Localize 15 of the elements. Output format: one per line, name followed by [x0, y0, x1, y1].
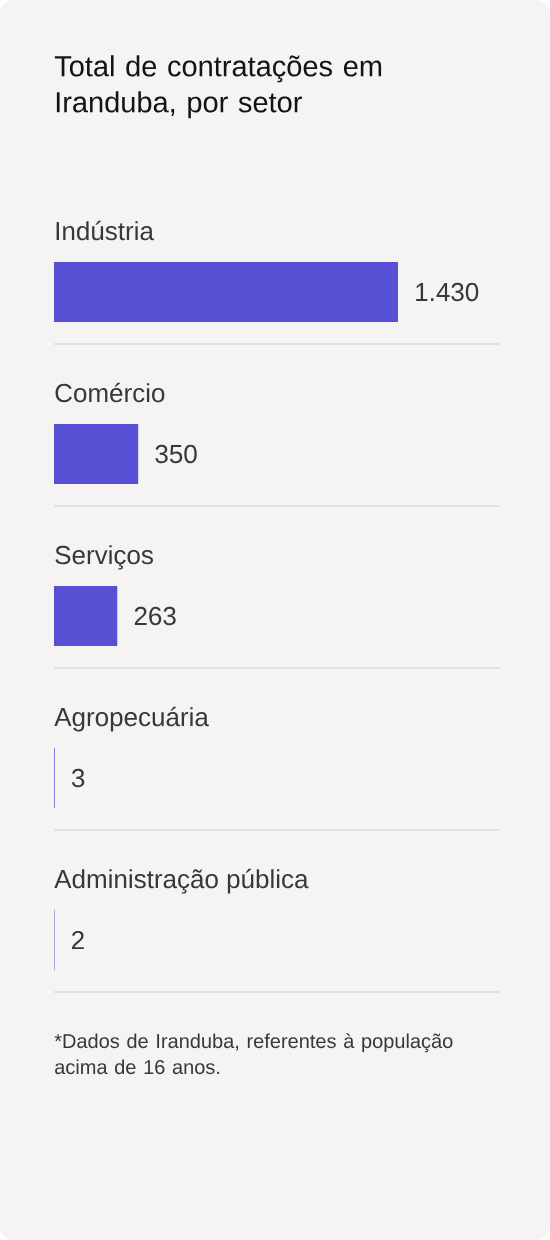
chart-title: Total de contratações em Iranduba, por setor [54, 55, 382, 119]
y-tick-label: Serviços [55, 545, 153, 570]
data-label: 3 [71, 768, 85, 788]
data-label: 1.430 [416, 282, 479, 302]
y-tick-label: Administração pública [54, 868, 309, 894]
data-label: 350 [155, 444, 197, 464]
data-label: 2 [71, 930, 84, 950]
data-label: 263 [134, 606, 176, 626]
y-tick-label: Comércio [55, 382, 165, 403]
bar [54, 586, 118, 647]
y-tick-label: Indústria [56, 220, 154, 241]
bar [54, 262, 398, 323]
y-tick-label: Agropecuária [54, 706, 209, 732]
text: *Dados de Iranduba, referentes à população acima de 16 anos. [54, 1033, 453, 1075]
bar [54, 424, 139, 485]
